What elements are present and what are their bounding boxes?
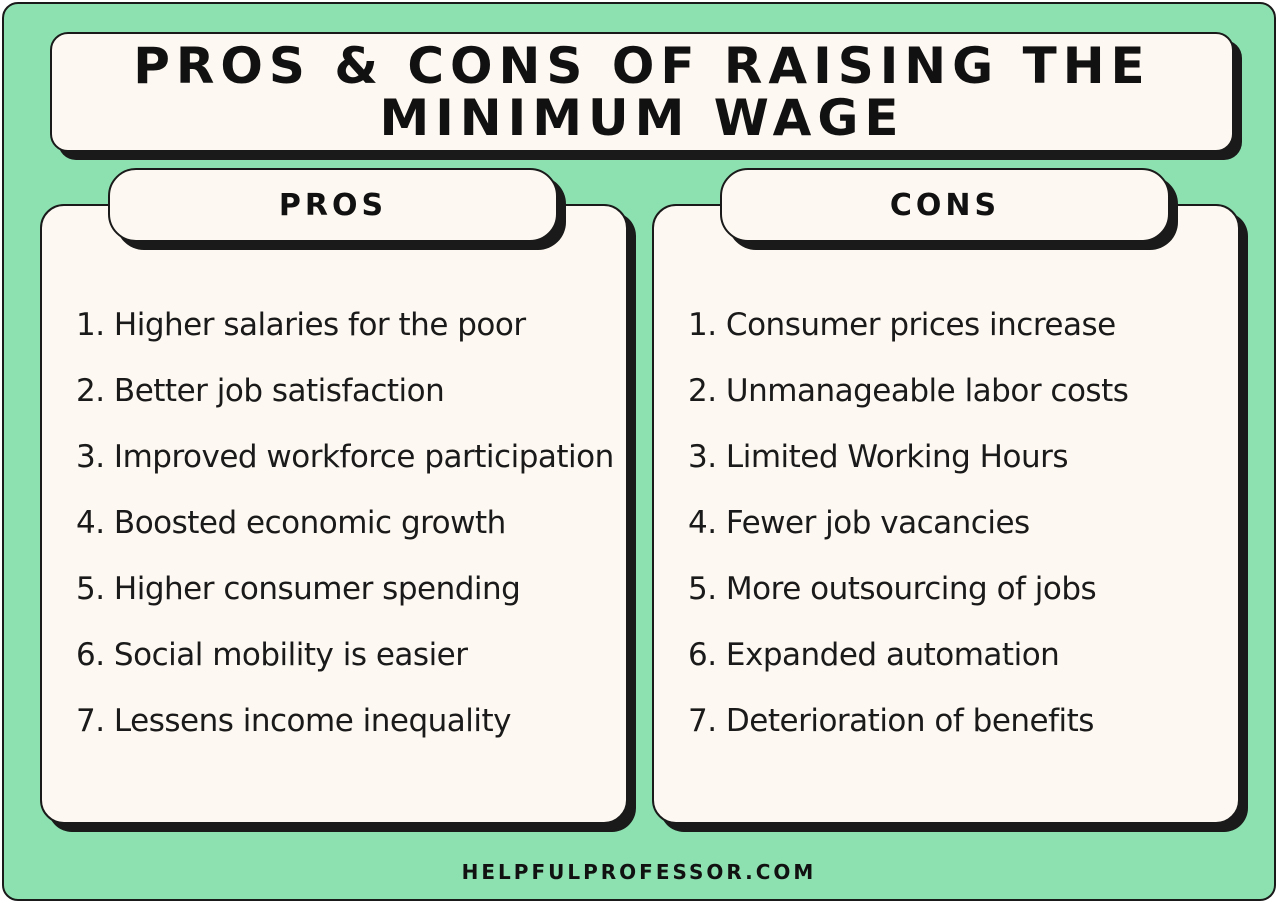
cons-item: 3. Limited Working Hours <box>688 439 1069 475</box>
pros-item: 3. Improved workforce participation <box>76 439 614 475</box>
cons-list: 1. Consumer prices increase 2. Unmanagea… <box>688 294 1129 756</box>
pros-tab: PROS <box>108 168 558 242</box>
pros-item: 2. Better job satisfaction <box>76 373 445 409</box>
title-banner: PROS & CONS OF RAISING THE MINIMUM WAGE <box>50 32 1234 152</box>
cons-item: 6. Expanded automation <box>688 637 1060 673</box>
cons-heading: CONS <box>889 187 1001 223</box>
cons-item: 5. More outsourcing of jobs <box>688 571 1097 607</box>
pros-panel <box>40 204 628 824</box>
pros-item: 7. Lessens income inequality <box>76 703 512 739</box>
pros-heading: PROS <box>278 187 388 223</box>
cons-item: 7. Deterioration of benefits <box>688 703 1094 739</box>
cons-tab: CONS <box>720 168 1170 242</box>
pros-item: 6. Social mobility is easier <box>76 637 468 673</box>
cons-item: 1. Consumer prices increase <box>688 307 1116 343</box>
pros-item: 1. Higher salaries for the poor <box>76 307 526 343</box>
pros-item: 5. Higher consumer spending <box>76 571 521 607</box>
cons-item: 4. Fewer job vacancies <box>688 505 1030 541</box>
pros-list: 1. Higher salaries for the poor 2. Bette… <box>76 294 614 756</box>
cons-item: 2. Unmanageable labor costs <box>688 373 1129 409</box>
site-credit: HELPFULPROFESSOR.COM <box>461 860 817 884</box>
cons-panel <box>652 204 1240 824</box>
pros-item: 4. Boosted economic growth <box>76 505 506 541</box>
page-title: PROS & CONS OF RAISING THE MINIMUM WAGE <box>133 37 1151 147</box>
